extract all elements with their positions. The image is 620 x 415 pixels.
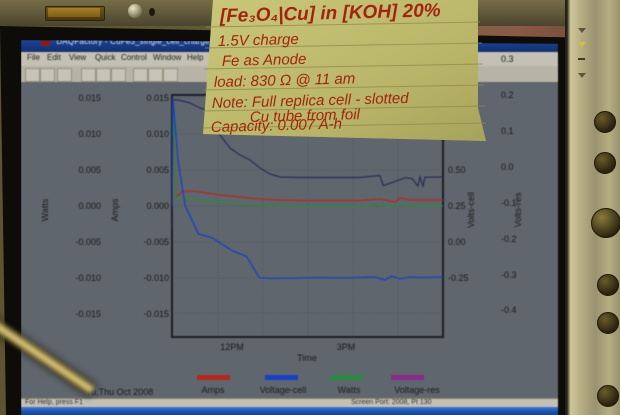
- svg-text:3PM: 3PM: [337, 342, 356, 352]
- svg-text:-0.3: -0.3: [501, 270, 517, 280]
- svg-text:0.010: 0.010: [146, 129, 169, 139]
- svg-text:0.000: 0.000: [78, 201, 101, 211]
- svg-text:Time: Time: [297, 353, 317, 363]
- svg-text:0.00: 0.00: [448, 237, 466, 247]
- svg-text:0.015: 0.015: [78, 93, 101, 103]
- svg-text:-0.4: -0.4: [501, 305, 517, 315]
- svg-text:0.000: 0.000: [146, 201, 169, 211]
- svg-text:-0.005: -0.005: [143, 237, 169, 247]
- svg-text:0.25: 0.25: [448, 201, 466, 211]
- svg-text:0.005: 0.005: [78, 165, 101, 175]
- svg-text:-0.010: -0.010: [75, 273, 101, 283]
- svg-text:Volts-cell: Volts-cell: [466, 192, 476, 228]
- svg-text:Watts: Watts: [40, 198, 50, 221]
- svg-text:Tu,Thu Oct 2008: Tu,Thu Oct 2008: [86, 387, 153, 397]
- svg-text:-0.015: -0.015: [75, 309, 101, 319]
- svg-text:12PM: 12PM: [220, 342, 244, 352]
- svg-text:Watts: Watts: [338, 385, 361, 395]
- svg-text:0.0: 0.0: [501, 162, 514, 172]
- svg-text:0.2: 0.2: [501, 90, 514, 100]
- svg-text:0.50: 0.50: [448, 165, 466, 175]
- svg-text:Voltage-res: Voltage-res: [394, 385, 440, 395]
- svg-text:1.00: 1.00: [448, 93, 466, 103]
- svg-text:-0.010: -0.010: [143, 273, 169, 283]
- svg-text:0.3: 0.3: [501, 54, 514, 64]
- svg-text:Amps: Amps: [201, 385, 225, 395]
- svg-text:-0.015: -0.015: [143, 309, 169, 319]
- svg-text:-0.2: -0.2: [501, 234, 517, 244]
- svg-text:0.005: 0.005: [146, 165, 169, 175]
- svg-text:0.75: 0.75: [448, 129, 466, 139]
- svg-text:0.010: 0.010: [78, 129, 101, 139]
- svg-text:Amps: Amps: [110, 198, 120, 222]
- svg-text:Voltage-cell: Voltage-cell: [260, 385, 307, 395]
- svg-text:-0.005: -0.005: [75, 237, 101, 247]
- svg-text:0.1: 0.1: [501, 126, 514, 136]
- svg-text:0.015: 0.015: [146, 93, 169, 103]
- svg-text:-0.25: -0.25: [448, 273, 469, 283]
- svg-text:Volts-res: Volts-res: [513, 192, 523, 228]
